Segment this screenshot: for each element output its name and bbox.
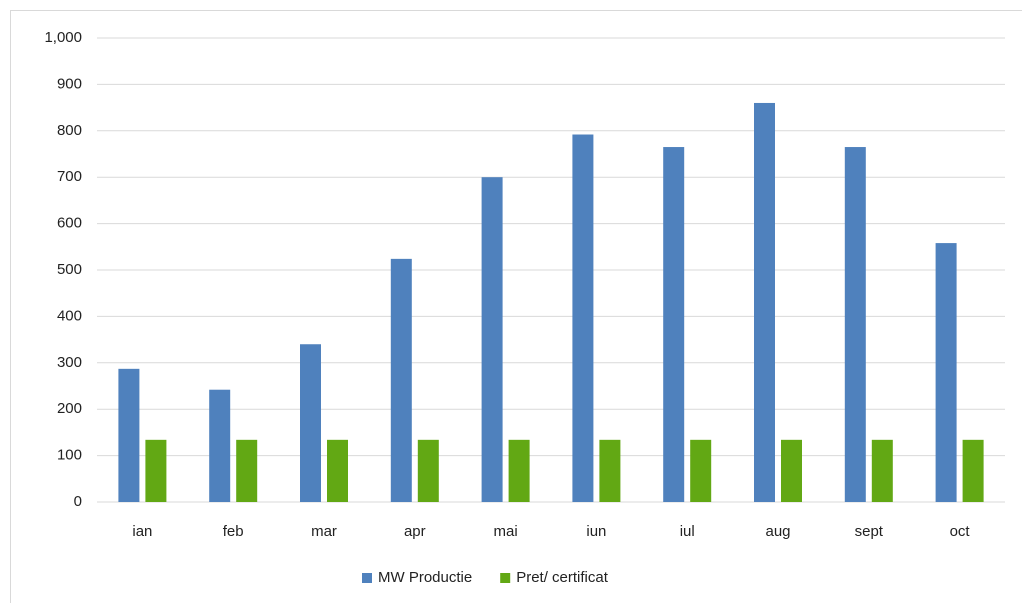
- bar: [327, 440, 348, 502]
- bar: [754, 103, 775, 502]
- x-tick-label: iun: [586, 523, 606, 540]
- bar: [963, 440, 984, 502]
- y-tick-label: 0: [74, 493, 82, 510]
- bar: [936, 243, 957, 502]
- bar: [509, 440, 530, 502]
- y-tick-label: 200: [57, 400, 82, 417]
- y-tick-label: 900: [57, 75, 82, 92]
- bar: [663, 147, 684, 502]
- x-tick-label: feb: [223, 523, 244, 540]
- bar: [145, 440, 166, 502]
- x-tick-label: mai: [494, 523, 518, 540]
- bar: [482, 177, 503, 502]
- bar: [118, 369, 139, 502]
- x-tick-label: ian: [132, 523, 152, 540]
- bar: [690, 440, 711, 502]
- bar: [300, 344, 321, 502]
- bar: [236, 440, 257, 502]
- bar: [845, 147, 866, 502]
- chart-frame: [11, 11, 1022, 604]
- y-tick-label: 600: [57, 215, 82, 232]
- bar: [418, 440, 439, 502]
- bar: [781, 440, 802, 502]
- y-tick-label: 100: [57, 447, 82, 464]
- y-tick-label: 800: [57, 122, 82, 139]
- bar: [599, 440, 620, 502]
- bar: [872, 440, 893, 502]
- legend-label: Pret/ certificat: [516, 569, 609, 586]
- y-tick-label: 500: [57, 261, 82, 278]
- x-tick-label: aug: [765, 523, 790, 540]
- legend-swatch: [500, 573, 510, 583]
- x-tick-label: mar: [311, 523, 337, 540]
- x-tick-label: oct: [950, 523, 971, 540]
- y-tick-label: 1,000: [44, 29, 82, 46]
- x-tick-label: iul: [680, 523, 695, 540]
- legend-swatch: [362, 573, 372, 583]
- x-tick-label: apr: [404, 523, 426, 540]
- x-tick-label: sept: [855, 523, 884, 540]
- y-tick-label: 700: [57, 168, 82, 185]
- bar: [391, 259, 412, 502]
- bar: [209, 390, 230, 502]
- bar: [572, 135, 593, 502]
- y-tick-label: 300: [57, 354, 82, 371]
- legend-label: MW Productie: [378, 569, 472, 586]
- y-tick-label: 400: [57, 307, 82, 324]
